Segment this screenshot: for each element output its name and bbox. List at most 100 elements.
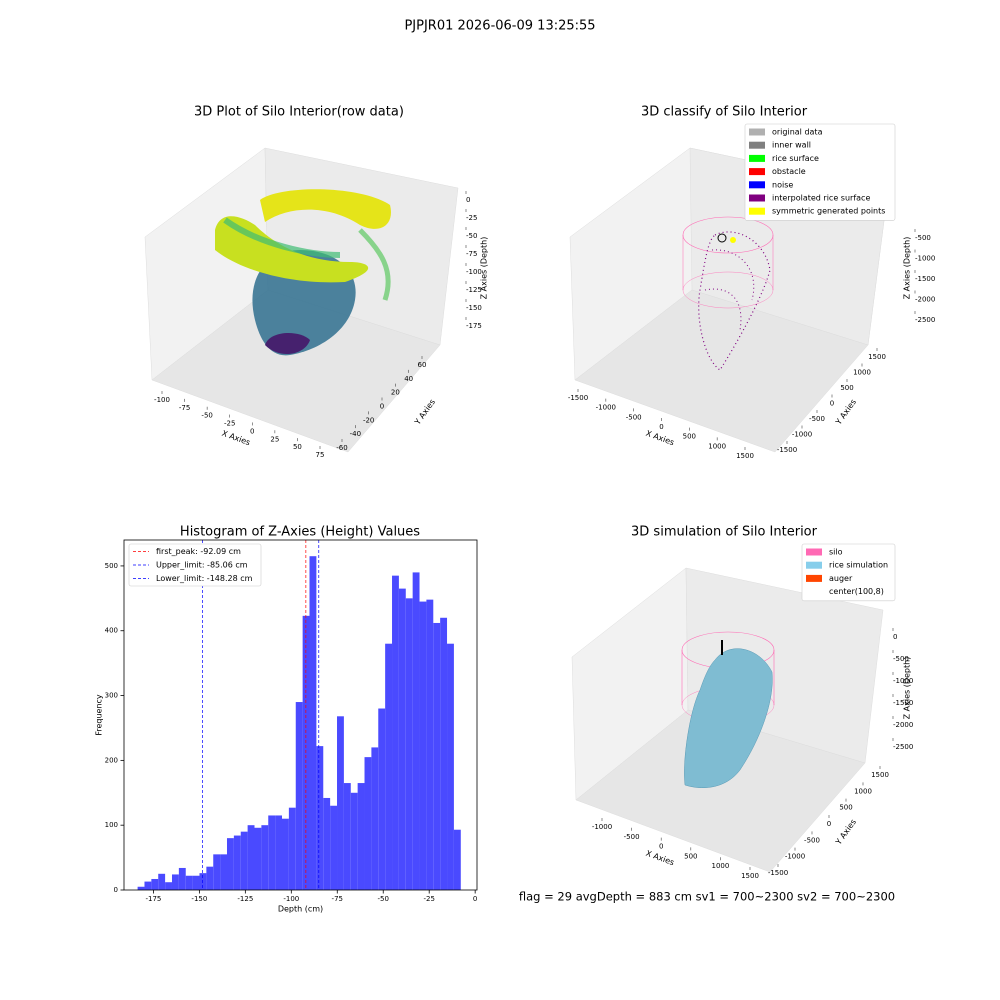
bar	[419, 601, 427, 890]
y-tick-label: 1500	[871, 771, 889, 779]
bar	[240, 831, 248, 890]
y-tick-label: 20	[391, 389, 400, 397]
bar	[350, 792, 358, 890]
suptitle: PJPJR01 2026-06-09 13:25:55	[404, 19, 595, 34]
bar	[412, 572, 420, 890]
bar	[364, 757, 372, 890]
z-tick-label: -50	[466, 232, 477, 240]
x-tick-label: 500	[683, 433, 696, 441]
bar	[220, 854, 227, 890]
bar	[405, 598, 413, 890]
y-tick-label: -20	[363, 416, 374, 424]
bar	[309, 556, 317, 890]
y-tick-label: 500	[839, 804, 852, 812]
bar	[254, 827, 262, 890]
y-tick-label: -1000	[792, 431, 812, 439]
bar	[378, 708, 386, 890]
legend-swatch	[749, 128, 765, 136]
y-tick-label: 300	[105, 692, 118, 700]
z-tick-label: -1000	[893, 677, 913, 685]
z-tick-label: -1500	[893, 699, 913, 707]
z-tick-label: -25	[466, 214, 477, 222]
chart-title: Histogram of Z-Axies (Height) Values	[180, 525, 420, 540]
plot-frame	[123, 539, 478, 891]
z-tick-label: -75	[466, 250, 477, 258]
x-tick-label: 0	[250, 427, 254, 435]
legend-swatch	[806, 574, 822, 582]
bar	[371, 747, 379, 890]
legend-box	[801, 543, 896, 602]
simulation-surface	[681, 631, 775, 789]
x-tick-label: 0	[659, 843, 663, 851]
y-tick-label: 40	[404, 375, 413, 383]
bar	[247, 825, 255, 890]
bar	[137, 886, 145, 890]
y-tick-label: -1500	[768, 869, 788, 877]
bar	[233, 835, 241, 890]
x-tick-label: 1000	[708, 442, 726, 450]
z-tick-label: -1500	[915, 275, 935, 283]
legend-label: center(100,8)	[829, 587, 884, 596]
bar	[295, 702, 303, 890]
x-tick-label: -25	[224, 420, 235, 428]
bar	[158, 873, 166, 890]
y-tick-label: 0	[830, 400, 834, 408]
y-tick-label: 0	[114, 886, 118, 894]
bar	[316, 746, 324, 890]
y-tick-label: 500	[105, 562, 118, 570]
y-tick-label: -40	[350, 430, 361, 438]
legend-box	[744, 123, 896, 221]
z-tick-label: -500	[915, 234, 931, 242]
y-tick-label: -500	[809, 415, 825, 423]
bar	[185, 875, 193, 890]
y-tick-label: 1000	[854, 787, 872, 795]
x-tick-label: -500	[624, 833, 640, 841]
x-tick-label: 25	[270, 435, 279, 443]
x-tick-label: -500	[626, 413, 642, 421]
legend-swatch	[806, 548, 822, 556]
x-tick-label: -1000	[592, 823, 612, 831]
bar	[440, 617, 448, 890]
z-tick-label: -100	[466, 268, 482, 276]
legend-swatch	[806, 561, 822, 569]
legend-label: first_peak: -92.09 cm	[156, 547, 241, 556]
bar	[226, 838, 234, 890]
z-tick-label: -125	[466, 286, 482, 294]
y-tick-label: -1000	[785, 853, 805, 861]
z-tick-label: -2500	[915, 316, 935, 324]
bar	[268, 815, 276, 890]
legend-swatch	[749, 181, 765, 189]
bar	[261, 825, 269, 890]
bar	[453, 829, 461, 890]
x-tick-label: -175	[145, 895, 161, 903]
y-tick-label: -500	[804, 836, 820, 844]
legend-label: rice surface	[772, 154, 819, 163]
bar	[144, 881, 152, 890]
axis-label: Z Axies (Depth)	[480, 237, 489, 300]
bar	[213, 854, 221, 890]
x-tick-label: -125	[237, 895, 253, 903]
legend-label: interpolated rice surface	[772, 194, 870, 203]
x-tick-label: 0	[473, 895, 477, 903]
z-tick-label: -1000	[915, 255, 935, 263]
legend-label: obstacle	[772, 167, 806, 176]
x-tick-label: 75	[316, 451, 325, 459]
z-tick-label: -500	[893, 655, 909, 663]
bar	[323, 797, 331, 890]
y-tick-label: 100	[105, 821, 118, 829]
z-tick-label: -175	[466, 322, 482, 330]
legend-label: inner wall	[772, 141, 811, 150]
x-tick-label: -150	[191, 895, 207, 903]
legend-label: Upper_limit: -85.06 cm	[156, 561, 248, 570]
legend-label: silo	[829, 548, 843, 557]
x-tick-label: 0	[659, 423, 663, 431]
legend-swatch	[749, 141, 765, 149]
y-tick-label: -1500	[777, 446, 797, 454]
x-tick-label: -25	[423, 895, 434, 903]
z-tick-label: -2000	[915, 296, 935, 304]
bar	[343, 783, 351, 890]
y-tick-label: 400	[105, 627, 118, 635]
z-tick-label: -2000	[893, 721, 913, 729]
bar	[199, 873, 207, 890]
legend-swatch	[749, 154, 765, 162]
